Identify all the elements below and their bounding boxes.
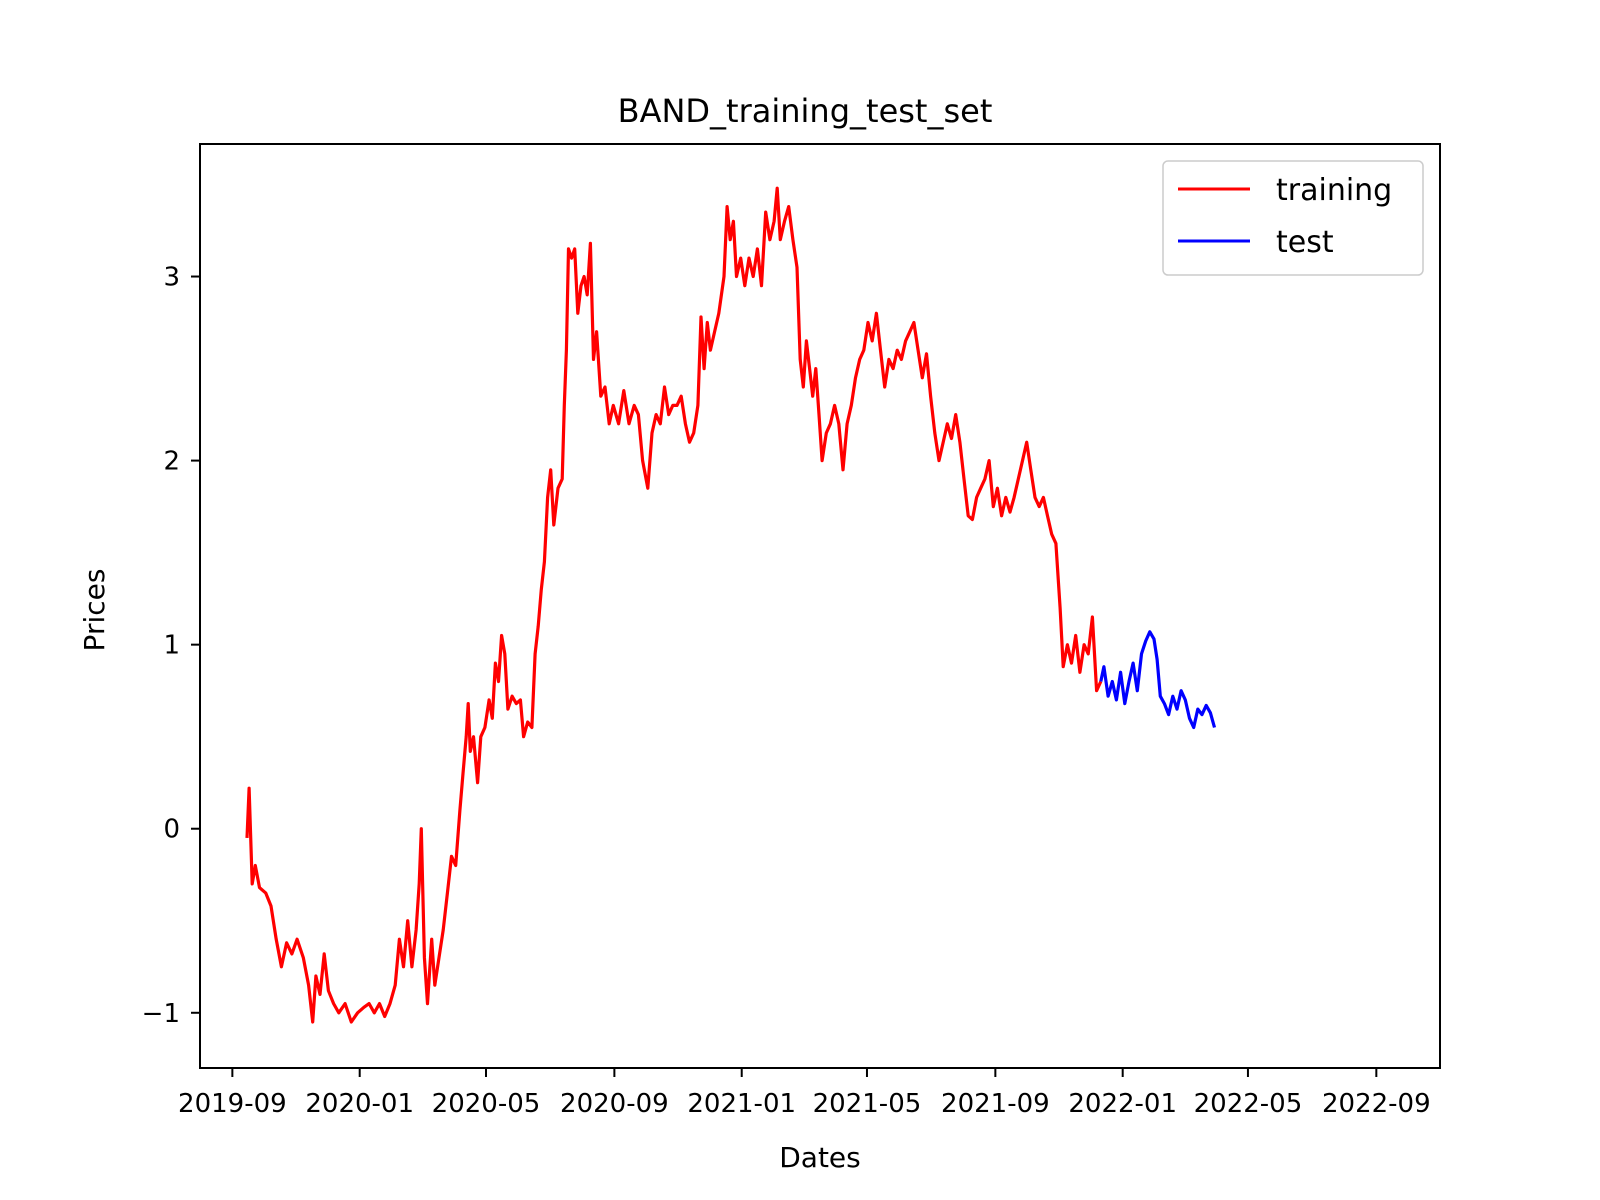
series-line-test — [1099, 630, 1217, 730]
series-line-training — [245, 186, 1103, 1024]
x-tick-label-2022-09: 2022-09 — [1322, 1089, 1431, 1119]
legend-label-test: test — [1276, 225, 1334, 260]
y-tick-label-3: 3 — [163, 263, 180, 293]
chart-title: BAND_training_test_set — [618, 92, 993, 130]
x-tick-label-2019-09: 2019-09 — [178, 1089, 287, 1119]
x-tick-label-2021-05: 2021-05 — [813, 1089, 922, 1119]
y-axis: −1 0 1 2 3 — [142, 263, 200, 1029]
y-tick-label-2: 2 — [163, 447, 180, 477]
y-tick-label-0: 0 — [163, 815, 180, 845]
legend-label-training: training — [1276, 173, 1392, 208]
x-axis-label: Dates — [779, 1141, 861, 1174]
x-axis: 2019-09 2020-01 2020-05 2020-09 2021-01 2021-… — [178, 1068, 1431, 1119]
x-tick-label-2022-01: 2022-01 — [1068, 1089, 1177, 1119]
x-tick-label-2020-05: 2020-05 — [432, 1089, 541, 1119]
plot-frame — [199, 143, 1441, 1069]
x-tick-label-2020-01: 2020-01 — [305, 1089, 414, 1119]
x-tick-label-2021-01: 2021-01 — [687, 1089, 796, 1119]
x-tick-label-2022-05: 2022-05 — [1194, 1089, 1303, 1119]
x-tick-label-2021-09: 2021-09 — [941, 1089, 1050, 1119]
y-tick-label--1: −1 — [142, 999, 180, 1029]
plot-lines — [245, 186, 1217, 1024]
legend: training test — [1162, 160, 1424, 276]
x-tick-label-2020-09: 2020-09 — [560, 1089, 669, 1119]
y-tick-label-1: 1 — [163, 631, 180, 661]
y-axis-label: Prices — [78, 569, 111, 652]
